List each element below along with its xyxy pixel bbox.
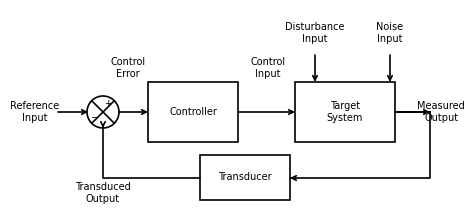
Text: +: + [104,99,111,108]
Text: Controller: Controller [169,107,217,117]
Text: Noise
Input: Noise Input [376,22,403,44]
Text: Target
System: Target System [327,101,363,123]
Text: Control
Input: Control Input [250,57,285,79]
Text: Disturbance
Input: Disturbance Input [285,22,345,44]
Bar [200,155,290,200]
Text: Transducer: Transducer [218,172,272,183]
Text: Measured
Output: Measured Output [417,101,465,123]
Text: Reference
Input: Reference Input [10,101,59,123]
Circle shape [87,96,119,128]
Bar [148,82,238,142]
Text: Transduced
Output: Transduced Output [75,182,131,204]
Text: −: − [91,112,98,121]
Text: Control
Error: Control Error [110,57,146,79]
Bar [295,82,395,142]
